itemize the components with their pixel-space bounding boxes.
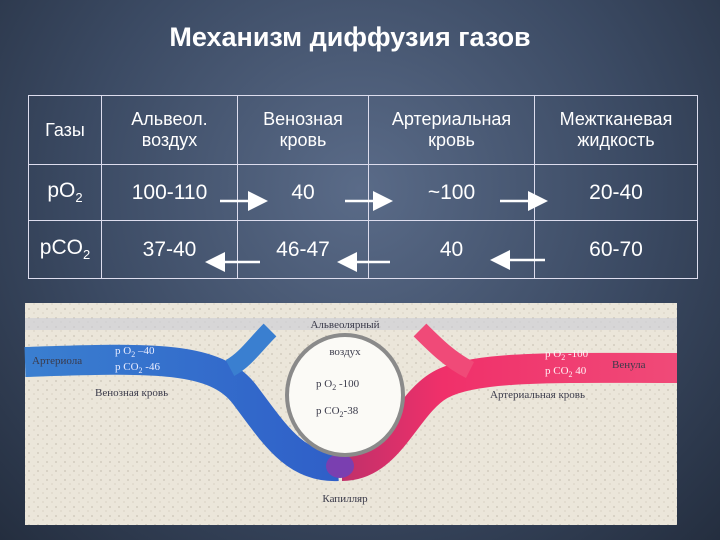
diagram-label: p CO2-38: [316, 405, 359, 419]
text-part: p CO: [115, 361, 139, 373]
diagram-label: p CO2 -46: [115, 361, 160, 375]
diagram-label: Альвеолярный: [310, 319, 379, 331]
diagram-label: Капилляр: [322, 493, 368, 505]
text-part: p CO: [316, 405, 340, 417]
text-part: p O: [316, 378, 332, 390]
text-part: –40: [135, 345, 155, 357]
text-part: 2: [569, 370, 573, 379]
text-part: 2: [332, 383, 336, 392]
text-part: -100: [565, 348, 588, 360]
row-label: pCO2: [28, 220, 102, 279]
header-cell: Артериальная кровь: [368, 95, 535, 165]
diagram-label: p O2 -100: [545, 348, 589, 362]
diagram-label: Артериола: [32, 355, 82, 367]
text-part: -38: [344, 405, 359, 417]
cell: ~100: [368, 164, 535, 221]
text-part: -46: [143, 361, 161, 373]
header-cell: Межтканевая жидкость: [534, 95, 698, 165]
text-part: p O: [115, 345, 131, 357]
header-cell: Газы: [28, 95, 102, 165]
text-part: p O: [545, 348, 561, 360]
subscript: 2: [82, 247, 91, 263]
slide-title: Механизм диффузия газов: [169, 22, 531, 52]
text-part: 2: [561, 353, 565, 362]
arrows: [205, 191, 548, 272]
cell: 60-70: [534, 220, 698, 279]
gas-name: pCO: [39, 236, 83, 260]
diagram-label: Венула: [612, 359, 646, 371]
cell: 40: [368, 220, 535, 279]
text-part: 2: [139, 366, 143, 375]
diagram-label: p O2 –40: [115, 345, 155, 359]
text-part: 2: [131, 350, 135, 359]
gas-table: Газы Альвеол. воздух Венозная кровь Арте…: [28, 95, 698, 279]
diagram-label: p O2 -100: [316, 378, 360, 392]
row-label: pO2: [28, 164, 102, 221]
diagram-label: p CO2 40: [545, 365, 587, 379]
diagram-label: воздух: [329, 346, 361, 358]
text-part: 2: [340, 410, 344, 419]
diagram-label: Венозная кровь: [95, 387, 168, 399]
diagram-label: Артериальная кровь: [490, 389, 585, 401]
header-cell: Альвеол. воздух: [101, 95, 238, 165]
gas-name: pO: [47, 179, 76, 203]
illustration: Альвеолярный воздух p O2 -100 p CO2-38 А…: [24, 303, 678, 525]
text-part: -100: [336, 378, 359, 390]
text-part: 40: [573, 365, 587, 377]
subscript: 2: [75, 190, 83, 206]
text-part: p CO: [545, 365, 569, 377]
